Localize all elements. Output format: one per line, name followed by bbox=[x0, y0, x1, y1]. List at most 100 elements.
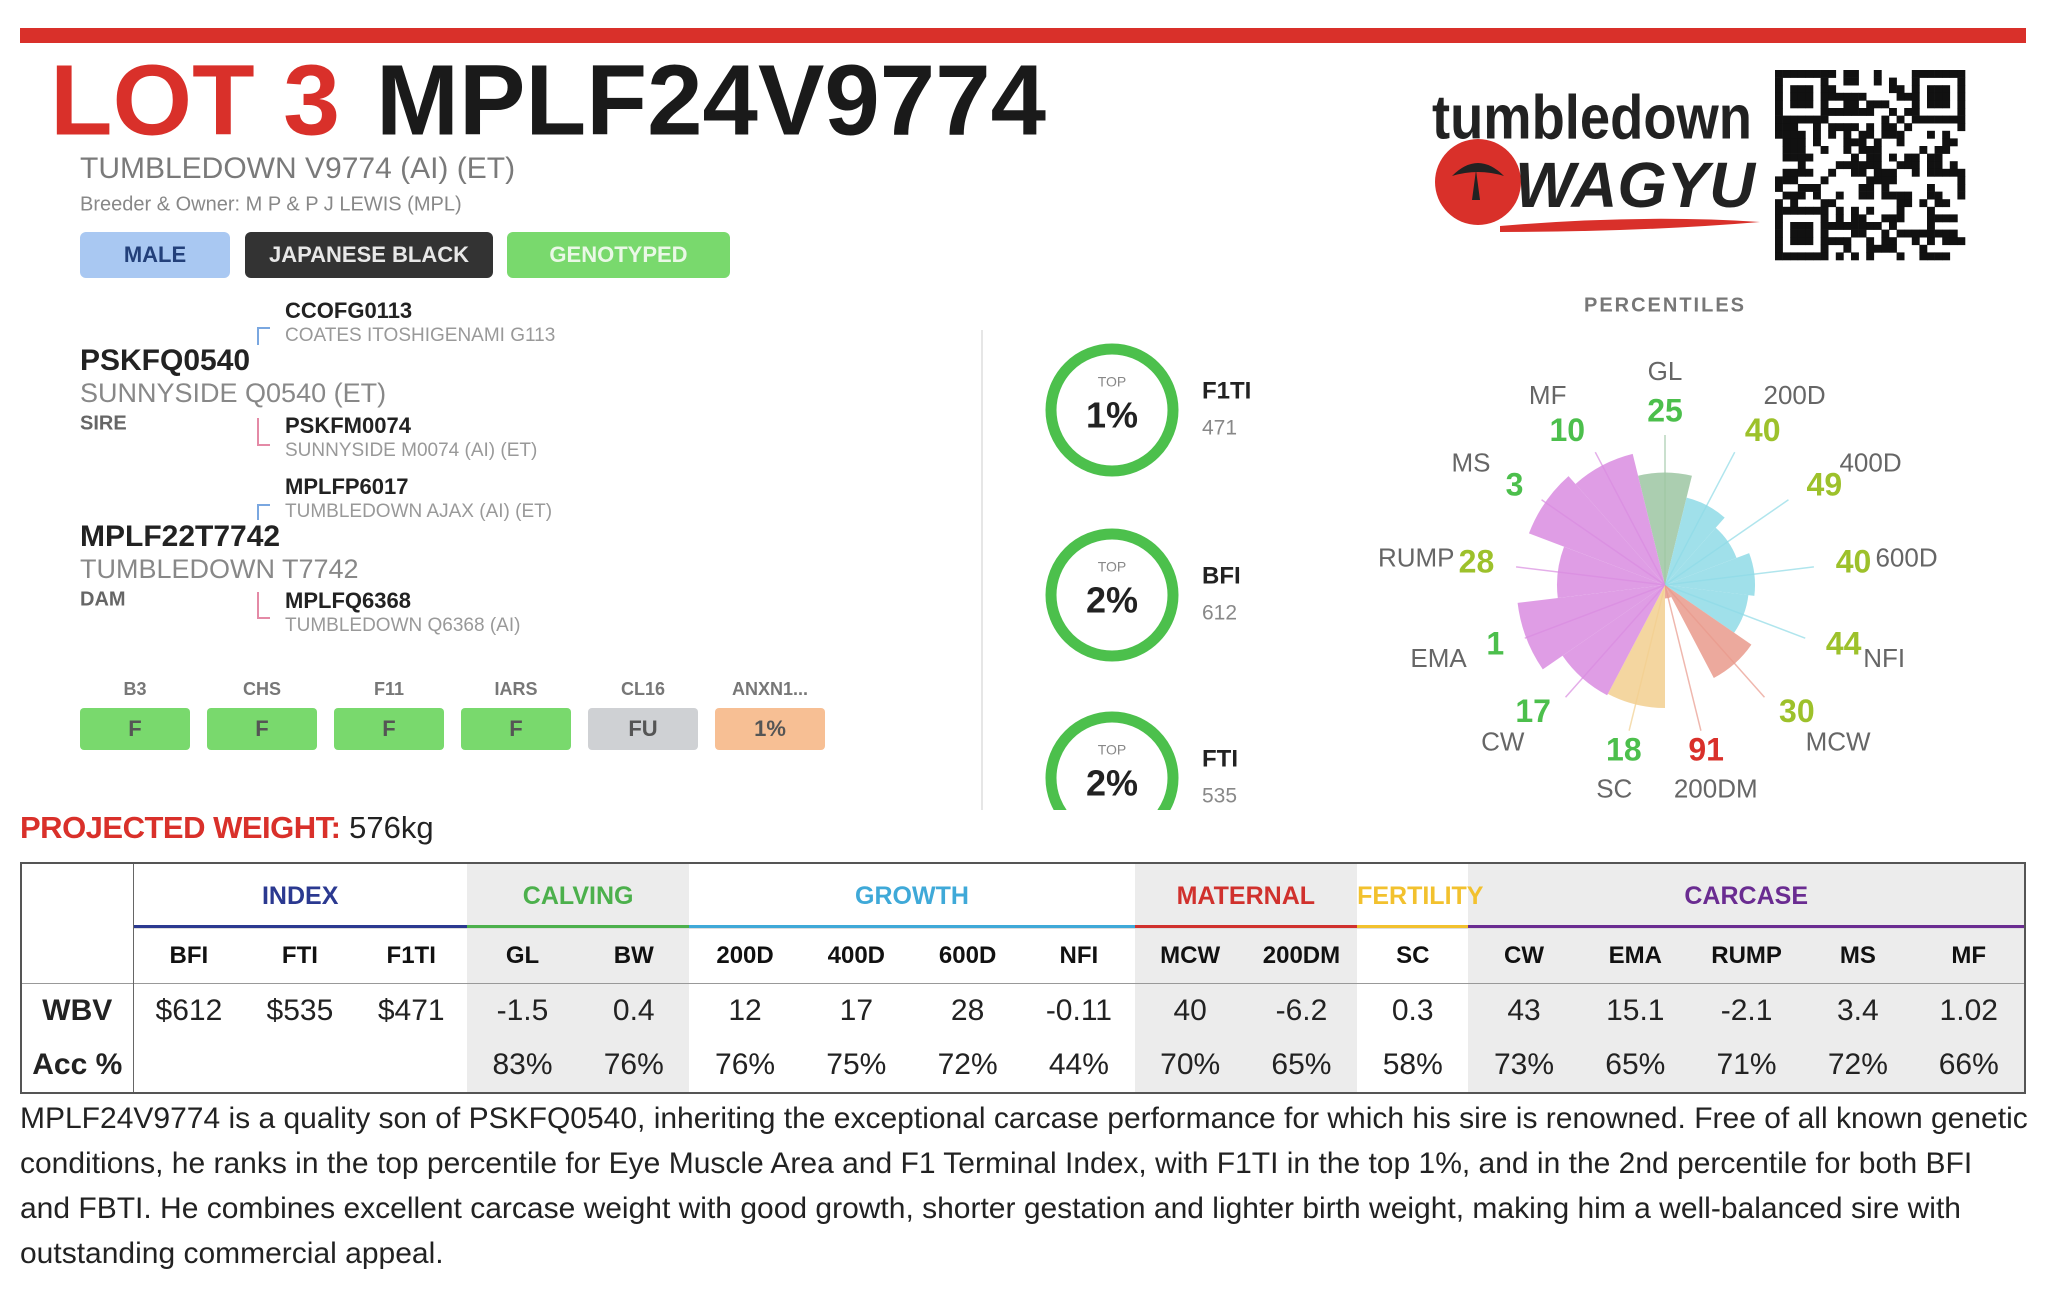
qr-module bbox=[1790, 85, 1799, 94]
logo-swoosh bbox=[1500, 218, 1760, 232]
qr-module bbox=[1957, 184, 1966, 192]
radar-value: 3 bbox=[1506, 467, 1524, 503]
radar-sector bbox=[1607, 585, 1665, 708]
qr-module bbox=[1919, 229, 1928, 238]
condition-label: IARS bbox=[494, 679, 537, 699]
radar-sector bbox=[1665, 527, 1737, 585]
badge bbox=[80, 232, 230, 278]
radar-sector bbox=[1562, 585, 1665, 696]
grandparent-name: TUMBLEDOWN AJAX (AI) (ET) bbox=[285, 501, 552, 522]
qr-module bbox=[1797, 184, 1806, 192]
qr-module bbox=[1919, 70, 1928, 78]
qr-module bbox=[1942, 252, 1951, 261]
group-row: INDEX CALVING GROWTH MATERNAL FERTILITY CARCA… bbox=[21, 863, 2025, 984]
qr-module bbox=[1805, 237, 1814, 246]
rank-percent: 1% bbox=[1086, 395, 1138, 436]
qr-code bbox=[1775, 70, 1966, 261]
qr-module bbox=[1782, 130, 1791, 139]
qr-module bbox=[1942, 237, 1951, 246]
badge bbox=[507, 232, 730, 278]
rank-value: 535 bbox=[1202, 785, 1237, 808]
qr-module bbox=[1858, 138, 1867, 147]
qr-module bbox=[1835, 252, 1844, 261]
qr-module bbox=[1828, 92, 1837, 101]
qr-module bbox=[1858, 191, 1867, 200]
qr-module bbox=[1843, 146, 1852, 154]
qr-module bbox=[1782, 146, 1791, 154]
group-header: MATERNAL bbox=[1134, 863, 1358, 929]
qr-module bbox=[1775, 176, 1783, 185]
radar-sector bbox=[1517, 585, 1665, 670]
qr-module bbox=[1957, 100, 1966, 109]
qr-module bbox=[1927, 153, 1935, 162]
value-cell: 70% bbox=[1134, 1038, 1246, 1093]
qr-module bbox=[1896, 252, 1905, 261]
qr-module bbox=[1820, 100, 1829, 109]
qr-module bbox=[1790, 176, 1799, 185]
value-cell: 1.02 bbox=[1913, 983, 2025, 1038]
qr-module bbox=[1881, 237, 1890, 246]
top-rule bbox=[20, 28, 2026, 43]
qr-module bbox=[1828, 222, 1837, 230]
radar-sector bbox=[1638, 472, 1692, 585]
qr-module bbox=[1866, 153, 1875, 162]
qr-module bbox=[1911, 153, 1920, 162]
qr-module bbox=[1828, 199, 1837, 208]
qr-module bbox=[1911, 229, 1920, 238]
qr-module bbox=[1851, 222, 1859, 230]
qr-module bbox=[1942, 214, 1951, 223]
rank-top: TOP bbox=[1098, 742, 1127, 758]
qr-module bbox=[1866, 130, 1875, 139]
qr-module bbox=[1805, 252, 1814, 261]
qr-module bbox=[1782, 176, 1791, 185]
qr-module bbox=[1828, 85, 1837, 94]
qr-module bbox=[1851, 138, 1859, 147]
value-cell: 71% bbox=[1690, 1038, 1803, 1093]
qr-module bbox=[1820, 237, 1829, 246]
column-header: MCW bbox=[1134, 928, 1246, 984]
radar-sector bbox=[1665, 553, 1755, 596]
projected-weight-label: PROJECTED WEIGHT: bbox=[20, 810, 341, 845]
qr-module bbox=[1934, 252, 1943, 261]
qr-module bbox=[1881, 214, 1890, 223]
qr-module bbox=[1775, 92, 1783, 101]
qr-module bbox=[1942, 85, 1951, 94]
qr-module bbox=[1820, 176, 1829, 185]
qr-module bbox=[1866, 176, 1875, 185]
qr-module bbox=[1820, 85, 1829, 94]
qr-module bbox=[1835, 161, 1844, 170]
qr-module bbox=[1775, 70, 1783, 78]
qr-module bbox=[1873, 153, 1882, 162]
qr-module bbox=[1896, 191, 1905, 200]
qr-module bbox=[1797, 191, 1806, 200]
qr-module bbox=[1881, 184, 1890, 192]
qr-module bbox=[1843, 77, 1852, 86]
rank-index: BFI bbox=[1202, 562, 1241, 589]
radar-value: 40 bbox=[1836, 544, 1872, 580]
qr-module bbox=[1927, 130, 1935, 139]
qr-module bbox=[1927, 191, 1935, 200]
radar-value: 40 bbox=[1745, 412, 1781, 448]
qr-module bbox=[1828, 123, 1837, 132]
qr-module bbox=[1820, 70, 1829, 78]
qr-module bbox=[1866, 146, 1875, 154]
qr-module bbox=[1942, 100, 1951, 109]
qr-module bbox=[1949, 237, 1958, 246]
radar-sector bbox=[1665, 585, 1672, 599]
qr-module bbox=[1919, 244, 1928, 253]
qr-module bbox=[1866, 100, 1875, 109]
value-cell: 28 bbox=[911, 983, 1024, 1038]
qr-module bbox=[1813, 70, 1821, 78]
value-cell: 65% bbox=[1579, 1038, 1691, 1093]
radar-value: 91 bbox=[1688, 731, 1724, 767]
qr-module bbox=[1942, 115, 1951, 124]
qr-module bbox=[1790, 252, 1799, 261]
qr-module bbox=[1942, 168, 1951, 177]
qr-module bbox=[1866, 123, 1875, 132]
condition-box bbox=[715, 708, 825, 750]
qr-module bbox=[1851, 153, 1859, 162]
radar-value: 17 bbox=[1515, 693, 1551, 729]
qr-module bbox=[1775, 252, 1783, 261]
